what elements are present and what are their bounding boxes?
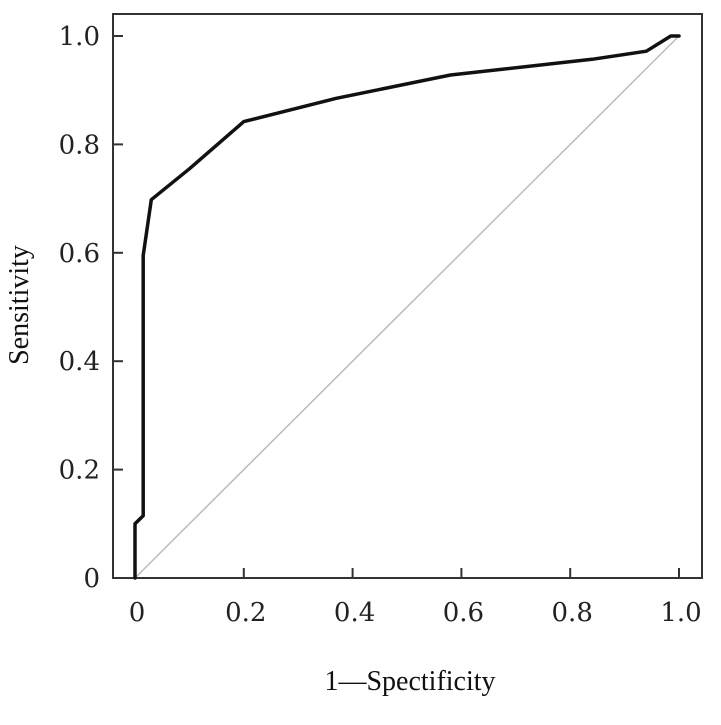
x-tick-label: 0.4 xyxy=(334,598,375,628)
y-axis: 0 0.2 0.4 0.6 0.8 1.0 xyxy=(59,22,123,594)
x-tick-label: 0.6 xyxy=(443,598,484,628)
x-axis-title: 1—Spectificity xyxy=(324,666,495,697)
y-tick-label: 1.0 xyxy=(59,22,100,52)
y-tick-label: 0.4 xyxy=(59,347,100,377)
plot-frame xyxy=(112,13,703,579)
x-tick-label: 0.8 xyxy=(552,598,593,628)
x-tick-label: 1.0 xyxy=(660,598,701,628)
y-tick-label: 0.2 xyxy=(59,456,100,486)
reference-diagonal-line xyxy=(134,35,680,579)
y-tick-label: 0.8 xyxy=(59,130,100,160)
x-tick-label: 0 xyxy=(129,598,146,628)
plot-series xyxy=(133,34,681,580)
y-tick-label: 0.6 xyxy=(59,239,100,269)
y-axis-title: Sensitivity xyxy=(4,245,35,365)
x-axis: 0 0.2 0.4 0.6 0.8 1.0 xyxy=(129,568,702,628)
x-tick-label: 0.2 xyxy=(225,598,266,628)
roc-curve-line xyxy=(133,34,681,580)
y-tick-label: 0 xyxy=(83,564,100,594)
